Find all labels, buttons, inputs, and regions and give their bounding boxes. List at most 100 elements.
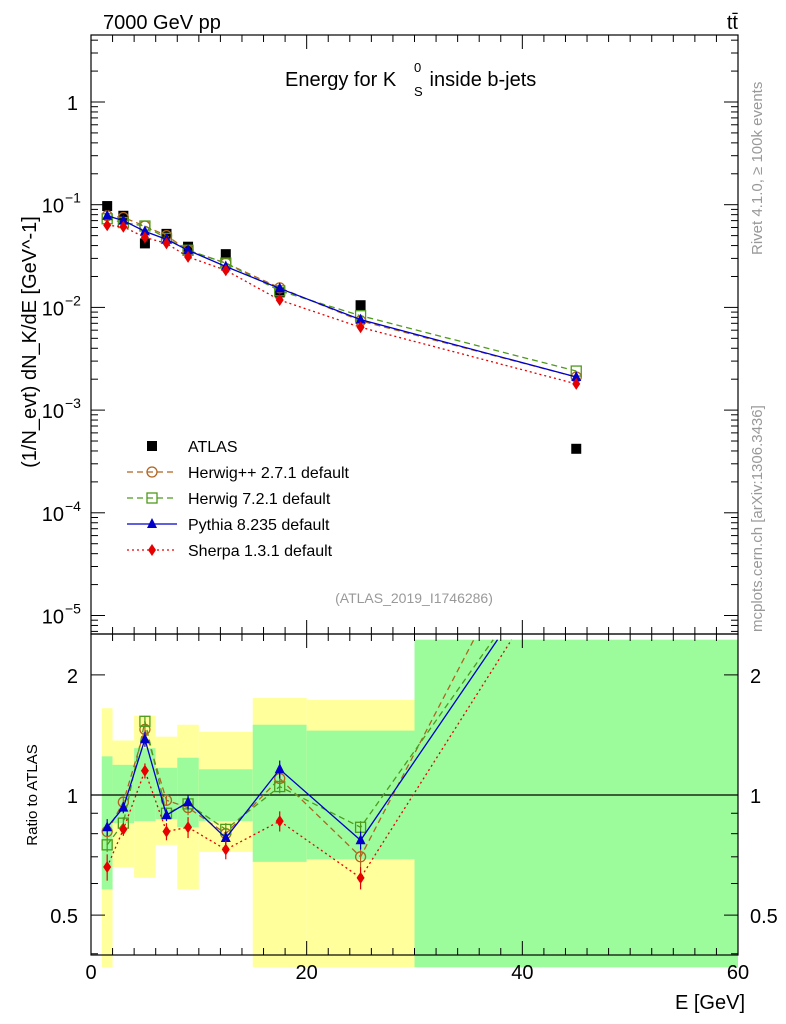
- main-title-superscript: 0: [414, 60, 421, 75]
- main-data-point: [572, 377, 581, 390]
- main-y-axis-label: (1/N_evt) dN_K/dE [GeV^-1]: [19, 216, 41, 468]
- main-data-point: [139, 225, 150, 236]
- ratio-y-tick-label-left: 2: [67, 666, 78, 688]
- ratio-data-point: [274, 780, 286, 793]
- legend-label: Herwig++ 2.7.1 default: [188, 465, 350, 482]
- legend-label: Sherpa 1.3.1 default: [188, 543, 333, 560]
- ratio-data-point: [102, 821, 113, 832]
- main-series-line: [107, 215, 577, 378]
- legend-label: Pythia 8.235 default: [188, 517, 330, 534]
- main-data-point: [571, 443, 582, 454]
- ratio-y-tick-label-right: 1: [750, 786, 761, 808]
- main-data-point: [119, 220, 128, 233]
- x-axis-label: E [GeV]: [675, 992, 745, 1014]
- ratio-y-tick-label-right: 2: [750, 666, 761, 688]
- process-label: tt̄: [727, 12, 739, 34]
- ratio-data-point: [354, 851, 367, 863]
- ratio-data-point: [183, 796, 194, 807]
- ratio-data-point: [118, 801, 129, 812]
- main-y-tick-label: 10: [42, 196, 64, 218]
- ratio-data-point: [275, 815, 284, 828]
- legend-item: Herwig 7.2.1 default: [127, 491, 331, 508]
- main-y-tick-label: 10: [42, 607, 64, 629]
- x-tick-label: 20: [296, 962, 318, 984]
- ratio-band-inner: [134, 748, 156, 822]
- ratio-series-3: [103, 639, 513, 890]
- main-series-4: [103, 219, 581, 390]
- main-data-point: [355, 300, 366, 311]
- ratio-series-line: [106, 639, 494, 846]
- ratio-data-point: [161, 809, 172, 820]
- ratio-y-axis-label: Ratio to ATLAS: [24, 744, 41, 845]
- main-series-0: [102, 201, 582, 454]
- main-y-tick-label-exponent: −4: [65, 498, 81, 514]
- ratio-data-point: [220, 832, 231, 843]
- energy-label: 7000 GeV pp: [103, 12, 221, 34]
- ratio-uncertainty-bands: [101, 639, 738, 968]
- main-title-text: Energy for K: [285, 69, 397, 91]
- ratio-series-line: [106, 639, 475, 858]
- ratio-panel-series: [101, 639, 513, 890]
- ratio-data-point: [103, 861, 112, 874]
- main-y-tick-label-exponent: −1: [65, 190, 81, 206]
- legend-label: Herwig 7.2.1 default: [188, 491, 331, 508]
- main-title-tail: inside b-jets: [424, 69, 536, 91]
- ratio-data-point: [355, 834, 366, 845]
- main-data-point: [103, 219, 112, 232]
- main-y-tick-label-exponent: −2: [65, 292, 81, 308]
- main-title-subscript: S: [414, 84, 423, 99]
- legend-item: Pythia 8.235 default: [127, 517, 330, 534]
- legend: ATLAS Herwig++ 2.7.1 default Herwig 7.2.1 …: [127, 439, 350, 560]
- main-y-tick-label: 10: [42, 298, 64, 320]
- main-data-point: [571, 371, 582, 382]
- main-data-point: [162, 237, 171, 250]
- ratio-band-inner: [112, 764, 135, 824]
- ratio-data-point: [140, 764, 149, 777]
- legend-label: ATLAS: [188, 439, 238, 456]
- analysis-id-label: (ATLAS_2019_I1746286): [335, 590, 493, 606]
- mcplots-label: mcplots.cern.ch [arXiv:1306.3436]: [749, 405, 766, 632]
- main-panel-frame: 110−110−210−310−410−5: [42, 34, 739, 635]
- legend-item: Herwig++ 2.7.1 default: [127, 465, 350, 482]
- main-plot-title: Energy for K 0 S inside b-jets: [285, 60, 536, 99]
- main-y-tick-label-exponent: −3: [65, 395, 81, 411]
- ratio-band-inner: [252, 724, 307, 862]
- main-series-3: [102, 209, 582, 382]
- x-tick-label: 40: [511, 962, 533, 984]
- ratio-data-point: [162, 825, 171, 838]
- ratio-data-point: [221, 843, 230, 856]
- ratio-series-line: [106, 639, 513, 879]
- ratio-data-point: [274, 763, 285, 774]
- main-data-point: [220, 249, 231, 260]
- ratio-data-point: [119, 823, 128, 836]
- ratio-band-inner: [414, 639, 738, 968]
- ratio-y-tick-label-right: 0.5: [750, 906, 778, 928]
- ratio-y-tick-label-left: 1: [67, 786, 78, 808]
- ratio-data-point: [184, 821, 193, 834]
- main-data-point: [102, 201, 113, 212]
- ratio-data-point: [160, 794, 173, 806]
- main-data-point: [221, 264, 230, 277]
- main-data-point: [102, 209, 113, 220]
- legend-marker: [146, 466, 158, 478]
- main-data-point: [140, 231, 149, 244]
- main-y-tick-label: 10: [42, 401, 64, 423]
- x-tick-label: 0: [85, 962, 96, 984]
- main-series-line: [107, 224, 577, 385]
- ratio-data-point: [101, 839, 113, 851]
- legend-marker: [146, 492, 158, 504]
- main-y-tick-label-exponent: −5: [65, 601, 81, 617]
- ratio-band-inner: [177, 757, 199, 828]
- rivet-version-label: Rivet 4.1.0, ≥ 100k events: [749, 82, 766, 255]
- legend-marker: [147, 518, 157, 528]
- main-panel-series: [101, 201, 582, 454]
- main-series-line: [107, 218, 577, 372]
- ratio-data-point: [139, 715, 151, 727]
- ratio-y-tick-label-left: 0.5: [50, 906, 78, 928]
- main-data-point: [184, 250, 193, 263]
- main-y-tick-label: 10: [42, 504, 64, 526]
- main-series-1: [101, 210, 582, 383]
- ratio-data-point: [139, 733, 150, 744]
- main-series-2: [101, 213, 582, 377]
